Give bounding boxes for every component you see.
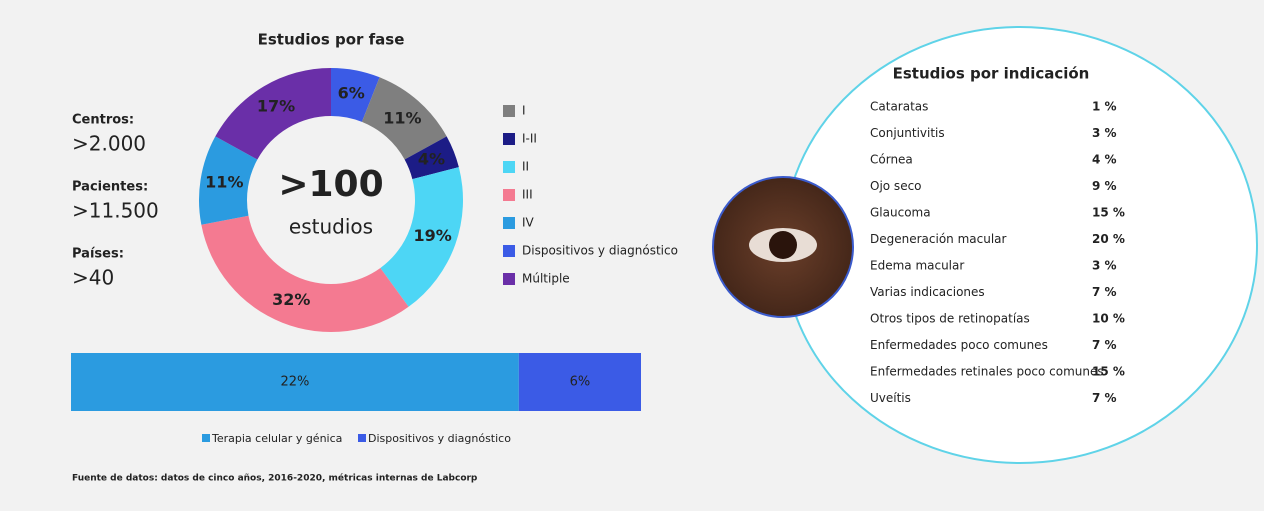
stat-value: >40 [72, 266, 114, 290]
legend-label: Terapia celular y génica [211, 432, 342, 445]
indication-name: Degeneración macular [870, 232, 1007, 246]
slice-label: 4% [418, 150, 445, 169]
indication-name: Varias indicaciones [870, 285, 985, 299]
legend-label: I [522, 104, 526, 118]
donut-slice [201, 215, 409, 332]
indication-share: 1 % [1092, 100, 1117, 114]
legend-swatch [503, 217, 515, 229]
eye-iris [769, 231, 797, 259]
donut-slice [215, 68, 331, 160]
legend-label: Dispositivos y diagnóstico [522, 244, 678, 258]
legend-label: II [522, 160, 529, 174]
slice-label: 11% [205, 173, 243, 192]
bar-segment [518, 353, 641, 411]
legend-swatch [503, 245, 515, 257]
legend-label: Múltiple [522, 272, 570, 286]
indication-name: Enfermedades poco comunes [870, 338, 1048, 352]
donut-title: Estudios por fase [258, 31, 405, 49]
indication-share: 4 % [1092, 153, 1117, 167]
legend-swatch [503, 105, 515, 117]
indication-share: 3 % [1092, 259, 1117, 273]
legend-swatch [503, 189, 515, 201]
slice-label: 19% [413, 226, 451, 245]
legend-swatch [358, 434, 366, 442]
indication-name: Conjuntivitis [870, 126, 945, 140]
indication-share: 7 % [1092, 391, 1117, 405]
donut-slice [199, 136, 258, 225]
indication-share: 10 % [1092, 312, 1125, 326]
bar-label: 6% [570, 375, 591, 390]
indication-name: Glaucoma [870, 206, 931, 220]
legend-swatch [503, 273, 515, 285]
donut-center-label: estudios [289, 215, 373, 239]
indication-name: Ojo seco [870, 179, 922, 193]
indication-share: 3 % [1092, 126, 1117, 140]
indication-name: Enfermedades retinales poco comunes [870, 365, 1104, 379]
indication-share: 15 % [1092, 365, 1125, 379]
legend-swatch [503, 133, 515, 145]
indication-share: 20 % [1092, 232, 1125, 246]
donut-slice [361, 77, 447, 160]
donut-center-value: >100 [278, 164, 383, 205]
indication-share: 15 % [1092, 206, 1125, 220]
bar-segment [71, 353, 519, 411]
slice-label: 32% [272, 290, 310, 309]
donut-slice [331, 68, 380, 122]
legend-label: III [522, 188, 533, 202]
indication-title: Estudios por indicación [893, 65, 1090, 83]
bar-label: 22% [280, 375, 309, 390]
legend-label: IV [522, 216, 535, 230]
donut-slice [404, 136, 459, 180]
stat-value: >2.000 [72, 132, 146, 156]
donut-slice [380, 167, 463, 307]
legend-swatch [202, 434, 210, 442]
stat-label: Países: [72, 247, 124, 262]
indication-share: 9 % [1092, 179, 1117, 193]
indication-name: Cataratas [870, 100, 928, 114]
indication-share: 7 % [1092, 338, 1117, 352]
legend-label: Dispositivos y diagnóstico [368, 432, 511, 445]
slice-label: 17% [257, 97, 295, 116]
legend-swatch [503, 161, 515, 173]
stat-label: Centros: [72, 113, 134, 128]
stat-label: Pacientes: [72, 180, 148, 195]
indication-name: Córnea [870, 153, 913, 167]
slice-label: 11% [383, 108, 421, 127]
legend-label: I-II [522, 132, 537, 146]
stat-value: >11.500 [72, 199, 159, 223]
indication-name: Otros tipos de retinopatías [870, 312, 1030, 326]
indication-share: 7 % [1092, 285, 1117, 299]
slice-label: 6% [338, 83, 365, 102]
indication-circle [782, 26, 1258, 464]
indication-name: Edema macular [870, 259, 964, 273]
source-note: Fuente de datos: datos de cinco años, 20… [72, 473, 478, 484]
indication-name: Uveítis [870, 391, 911, 405]
